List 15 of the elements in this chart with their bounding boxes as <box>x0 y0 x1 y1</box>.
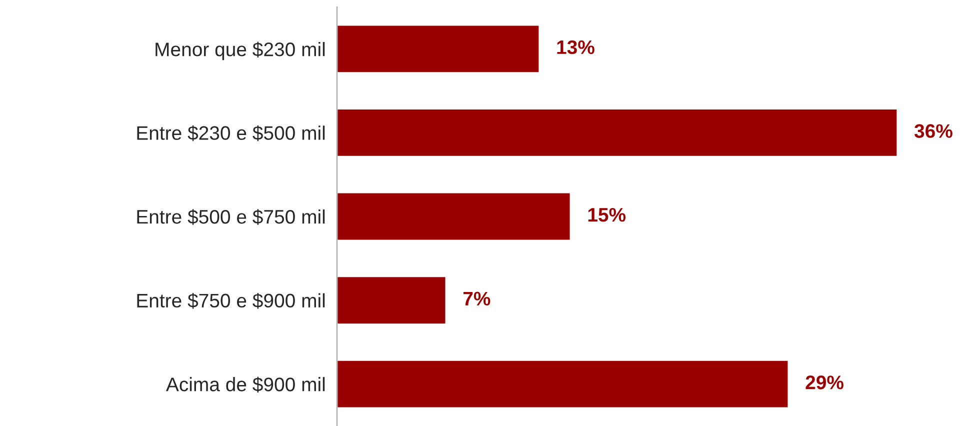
data-label: 13% <box>557 40 594 54</box>
bar <box>337 360 790 409</box>
bar <box>337 276 447 325</box>
data-label: 29% <box>806 376 844 390</box>
y-tick-label: Entre $230 e $500 mil <box>137 125 325 142</box>
bar <box>337 192 572 242</box>
y-tick-label: Menor que $230 mil <box>156 42 325 60</box>
bar <box>337 108 898 158</box>
data-label: 7% <box>463 292 490 306</box>
data-label: 15% <box>588 208 626 222</box>
data-label: 36% <box>914 124 952 138</box>
bar <box>337 24 540 74</box>
y-tick-label: Entre $500 e $750 mil <box>137 209 325 225</box>
y-tick-label: Entre $750 e $900 mil <box>137 292 325 309</box>
y-tick-label: Acima de $900 mil <box>166 376 325 392</box>
